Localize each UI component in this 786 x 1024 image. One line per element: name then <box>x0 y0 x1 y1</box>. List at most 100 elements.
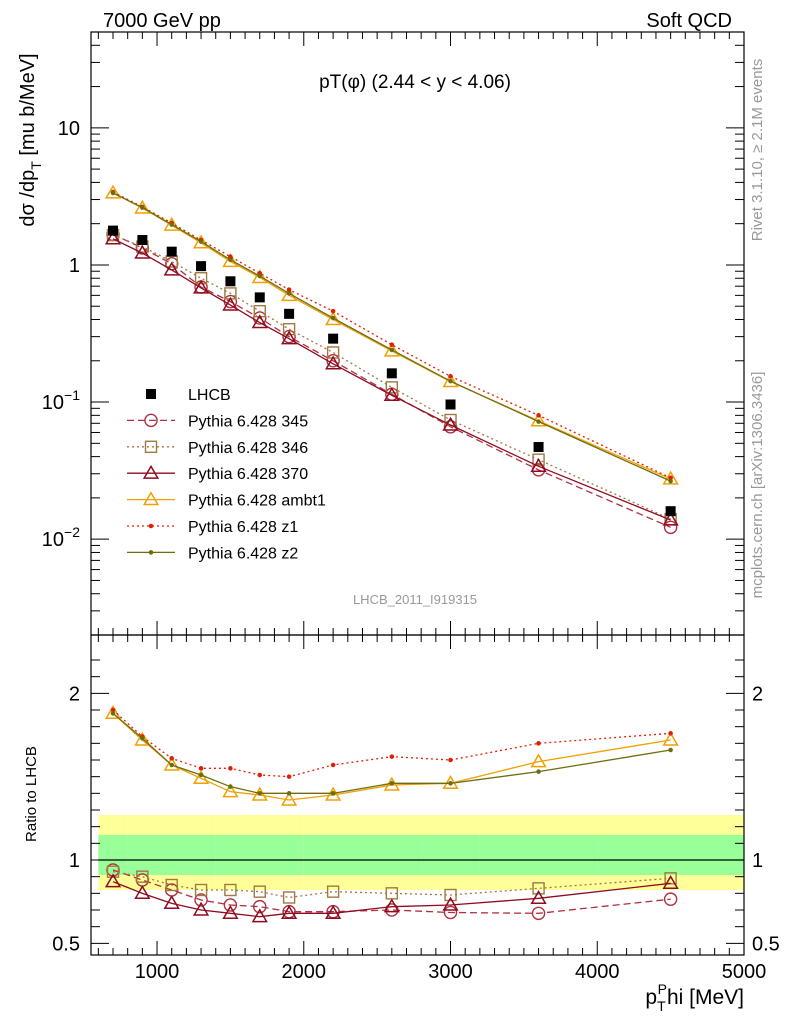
y-tick-exponent: −2 <box>64 524 80 540</box>
ratio-point-p346 <box>165 878 178 892</box>
main-point-z2 <box>110 190 116 196</box>
main-point-z2 <box>536 419 541 424</box>
x-tick-label: 5000 <box>722 961 767 983</box>
main-y-axis-label: dσ /dpT [mu b/MeV] <box>17 53 44 226</box>
ratio-point-z1 <box>257 772 263 778</box>
main-point-z1 <box>389 342 395 348</box>
ratio-point-p345 <box>223 898 238 912</box>
ratio-point-z2 <box>140 736 145 741</box>
legend-item-z1: Pythia 6.428 z1 <box>127 519 298 536</box>
ratio-series-z2 <box>110 711 673 796</box>
main-point-ambt1 <box>662 470 679 485</box>
legend-marker <box>148 523 154 529</box>
main-point-p370 <box>251 314 268 329</box>
main-point-z2 <box>286 291 292 296</box>
ratio-point-p345 <box>443 905 458 920</box>
main-series-z2 <box>110 190 673 484</box>
main-line-p370 <box>112 238 671 521</box>
main-point-lhcb <box>386 368 397 379</box>
main-point-p370 <box>280 330 298 345</box>
main-point-p370 <box>662 511 679 526</box>
main-point-z1 <box>330 308 336 314</box>
legend-marker <box>144 440 158 453</box>
ratio-y-tick-label-right: 0.5 <box>752 933 780 955</box>
process-label: Soft QCD <box>646 10 732 32</box>
ratio-point-p345 <box>531 906 546 921</box>
ratio-point-z2 <box>228 784 233 789</box>
ylabel-subscript: T <box>28 161 44 170</box>
y-tick-label: 10 <box>58 118 80 140</box>
ratio-point-ambt1 <box>530 753 547 768</box>
main-point-z2 <box>228 257 233 263</box>
ratio-point-z1 <box>198 766 204 771</box>
ratio-point-z1 <box>668 731 673 736</box>
main-point-z1 <box>448 374 453 379</box>
main-point-p370 <box>325 355 342 370</box>
ratio-point-p370 <box>442 896 459 911</box>
ratio-y-tick-label: 0.5 <box>52 933 80 955</box>
inner-band <box>245 835 275 875</box>
main-line-ambt1 <box>112 192 671 480</box>
legend-item-p345: Pythia 6.428 345 <box>127 413 308 430</box>
y-tick-base: 10 <box>42 529 64 551</box>
xlabel-subscript: T <box>657 998 666 1014</box>
main-point-ambt1 <box>251 269 268 284</box>
ratio-point-z2 <box>110 711 116 716</box>
ratio-point-p346 <box>282 891 296 904</box>
legend-marker <box>142 464 160 479</box>
ratio-y-tick-label: 2 <box>69 683 80 705</box>
main-line-p346 <box>112 234 671 520</box>
ratio-series-p370 <box>104 873 679 923</box>
ratio-point-z2 <box>668 747 673 753</box>
main-point-lhcb <box>284 308 295 319</box>
ratio-panel: 0.5 0.5 1 1 2 2 1000 2000 3000 4000 5000 Ratio to … <box>23 634 780 1014</box>
ylabel-part: [mu b/MeV] <box>17 53 39 161</box>
xlabel-part: hi [MeV] <box>667 986 744 1009</box>
inner-band <box>362 835 422 875</box>
ratio-point-p346 <box>326 885 340 898</box>
legend-label: Pythia 6.428 345 <box>188 413 308 430</box>
legend-item-lhcb: LHCB <box>146 387 231 404</box>
ratio-point-p346 <box>253 885 266 898</box>
main-point-z2 <box>668 478 673 484</box>
main-point-p345 <box>443 420 458 434</box>
ratio-point-ambt1 <box>163 756 180 771</box>
main-point-lhcb <box>445 399 456 410</box>
ratio-point-ambt1 <box>251 786 268 801</box>
legend-marker <box>144 413 158 428</box>
xlabel-superscript: P <box>658 981 667 997</box>
legend-label: Pythia 6.428 z2 <box>188 545 298 562</box>
main-point-z2 <box>330 315 336 321</box>
ratio-point-z2 <box>286 791 292 796</box>
y-tick-exponent: −1 <box>64 387 80 403</box>
ratio-line-z1 <box>112 709 671 778</box>
ratio-point-p346 <box>136 870 149 883</box>
main-line-z1 <box>112 191 671 479</box>
inner-band <box>421 835 480 875</box>
x-tick-label: 1000 <box>135 961 180 983</box>
main-line-z2 <box>112 192 671 482</box>
main-point-z2 <box>169 222 175 227</box>
ratio-line-p370 <box>112 881 671 918</box>
ratio-point-ambt1 <box>280 791 298 806</box>
main-point-lhcb <box>137 235 148 246</box>
main-point-p346 <box>385 381 399 394</box>
legend-item-z2: Pythia 6.428 z2 <box>127 545 298 562</box>
title-main: pT(φ) (2.44 < y < 4.06) <box>319 72 511 93</box>
main-point-lhcb <box>254 292 265 303</box>
inner-band <box>127 835 158 875</box>
ratio-point-p370 <box>104 873 122 888</box>
main-point-p370 <box>442 416 459 431</box>
ratio-y-tick-label: 1 <box>69 850 80 872</box>
uncertainty-bands <box>98 815 744 890</box>
inner-band <box>597 835 744 875</box>
main-point-p346 <box>532 453 545 466</box>
ratio-point-p370 <box>134 885 151 900</box>
ratio-point-z1 <box>448 757 453 763</box>
legend-item-p346: Pythia 6.428 346 <box>127 440 308 457</box>
ratio-point-z2 <box>257 791 263 796</box>
legend-label: LHCB <box>188 387 231 404</box>
main-point-ambt1 <box>325 311 342 326</box>
main-point-lhcb <box>225 276 236 287</box>
